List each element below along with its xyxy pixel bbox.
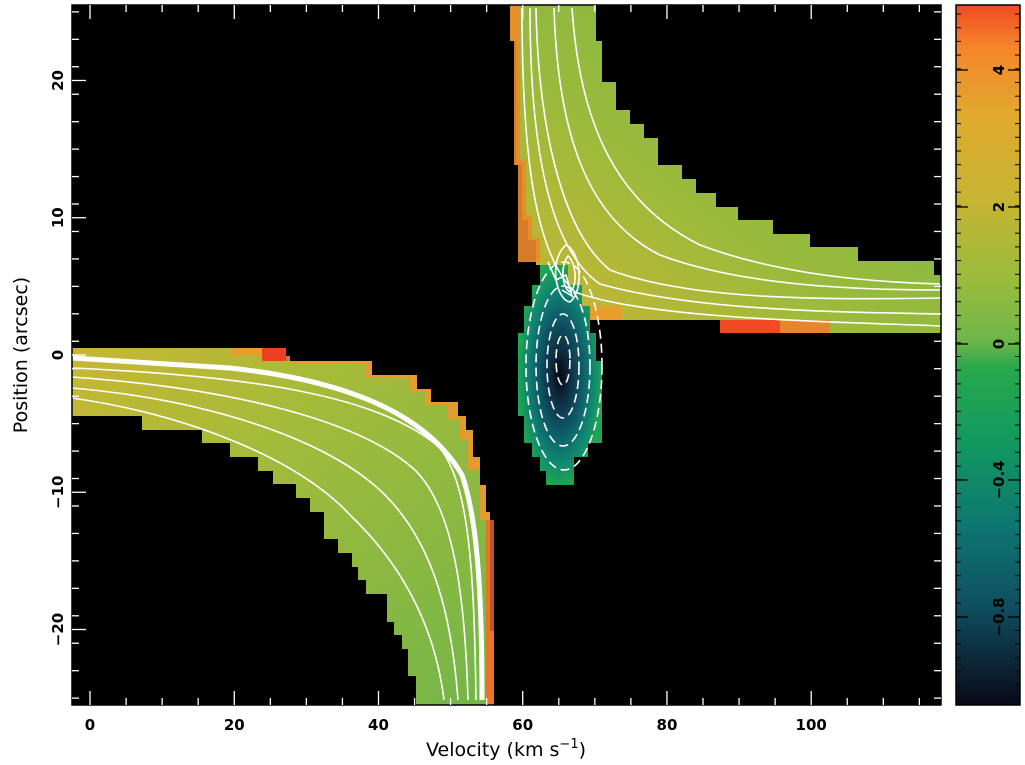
x-axis-label: Velocity (km s−1) (426, 737, 586, 761)
colorbar-ticks: 4 2 0 −0.4 −0.8 (956, 13, 1020, 700)
colorbar-frame (955, 4, 1021, 706)
y-tick-label: 20 (49, 70, 67, 91)
upper-right-contours (521, 7, 941, 327)
x-tick-label: 0 (85, 716, 95, 734)
lower-left-emission-region (72, 348, 494, 705)
y-axis-label: Position (arcsec) (10, 277, 32, 433)
x-tick-label: 20 (224, 716, 245, 734)
y-tick-label: 0 (49, 350, 67, 360)
colorbar-tick-label: 0 (990, 339, 1008, 349)
x-tick-label: 100 (796, 716, 827, 734)
x-axis: 0 20 40 60 80 100 (85, 5, 921, 734)
x-tick-label: 40 (368, 716, 389, 734)
lower-left-contours (72, 355, 485, 701)
colorbar-tick-label: −0.8 (990, 597, 1008, 636)
y-tick-label: 10 (49, 207, 67, 228)
y-axis: 20 10 0 −10 −20 (49, 11, 941, 699)
x-tick-label: 80 (657, 716, 678, 734)
y-tick-label: −10 (49, 476, 67, 509)
y-tick-label: −20 (49, 613, 67, 646)
colorbar-tick-label: 4 (990, 65, 1008, 75)
upper-right-rim (510, 5, 540, 262)
colorbar (956, 5, 1020, 705)
colorbar-tick-label: 2 (990, 202, 1008, 212)
upper-right-emission-region (510, 5, 941, 333)
colorbar-tick-label: −0.4 (990, 460, 1008, 499)
x-tick-label: 60 (512, 716, 533, 734)
absorption-contours (525, 261, 603, 471)
central-absorption-region (518, 265, 602, 485)
